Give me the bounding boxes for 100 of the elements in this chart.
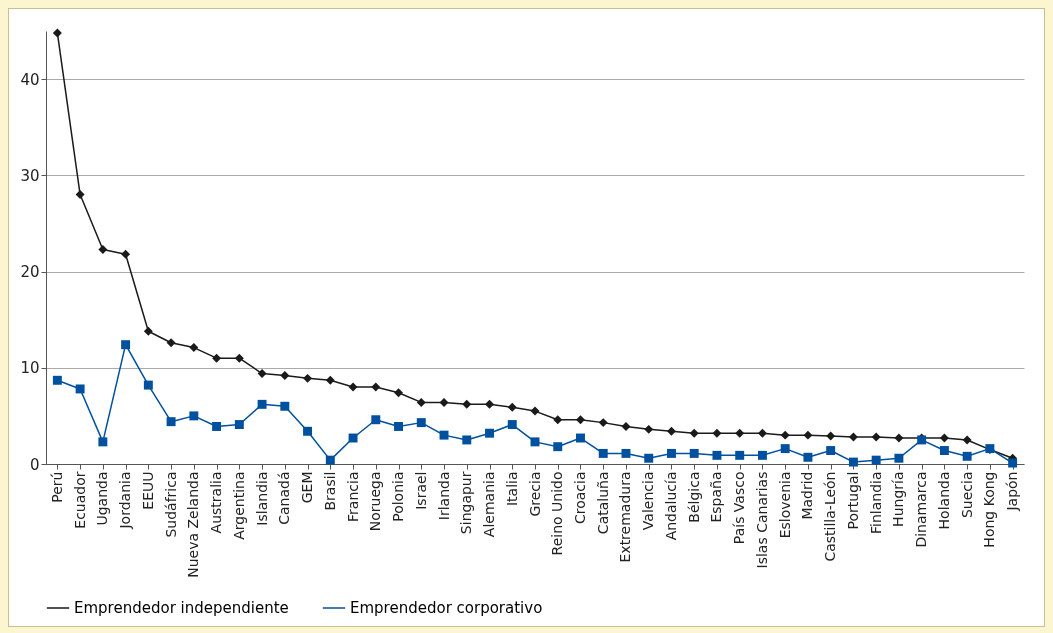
point [371,382,381,392]
point [507,420,517,430]
x-tick-label: Suecia [958,471,975,519]
x-tick-label: Castilla-León [822,471,839,562]
point [143,326,153,336]
point [166,338,176,348]
x-tick-label: Reino Unido [549,471,566,556]
point [462,399,472,409]
point [234,353,244,363]
point [280,371,290,380]
x-tick-label: Uganda [94,471,111,526]
point [871,455,881,465]
point [280,401,290,411]
point [939,433,949,443]
point [576,433,585,443]
point [780,444,790,454]
point [371,415,381,425]
point [939,446,949,455]
x-tick-label: Hungría [890,471,907,527]
point [166,417,176,427]
x-tick-label: Noruega [367,471,384,532]
point [257,399,267,409]
point [803,452,813,462]
point [485,399,494,409]
x-tick-label: Bélgica [685,471,702,523]
point [598,448,608,458]
point [75,190,85,200]
point [735,428,745,438]
point [780,430,790,440]
x-tick-label: Perú [48,471,65,503]
x-tick-label: Islas Canarias [753,471,770,569]
x-tick-label: Japón [1004,471,1021,512]
point [394,388,404,398]
point [507,402,517,412]
x-tick-label: Nueva Zelanda [185,471,202,578]
point [189,411,199,421]
y-tick-label: 40 [20,70,40,89]
point [666,448,676,458]
point [143,380,153,390]
point [576,415,585,425]
point [348,433,358,443]
point [212,422,222,431]
point [485,428,494,438]
point [52,375,62,385]
point [553,442,563,452]
point [712,450,722,460]
y-tick-label: 30 [20,166,40,185]
x-tick-label: Brasil [321,471,338,511]
point [98,437,108,447]
point [121,249,131,259]
x-tick-label: Argentina [230,471,247,540]
x-tick-label: Singapur [458,471,475,535]
x-tick-label: Francia [344,471,361,522]
point [962,451,972,461]
point [826,431,836,441]
point [894,453,904,463]
x-tick-label: Italia [503,471,520,507]
x-tick-label: Sudáfrica [162,471,179,538]
legend-label: Emprendedor corporativo [350,599,543,617]
point [598,418,608,428]
x-tick-label: Australia [208,471,225,534]
x-tick-label: Dinamarca [913,471,930,548]
point [52,28,62,38]
point [303,373,313,383]
y-tick-label: 0 [29,455,40,474]
x-tick-label: País Vasco [731,471,748,545]
x-tick-label: GEM [299,471,316,504]
x-tick-label: Valencia [640,471,657,531]
y-tick-label: 10 [20,359,40,378]
x-tick-label: Islandia [253,471,270,526]
y-tick-label: 20 [20,263,40,282]
x-tick-label: Madrid [799,471,816,520]
point [257,369,267,379]
point [439,397,449,407]
point [348,382,358,392]
x-tick-label: EEUU [139,471,156,510]
x-tick-label: Extremadura [617,471,634,563]
point [439,430,449,440]
point [98,244,108,254]
point [530,437,540,447]
point [666,426,676,436]
point [689,448,699,458]
point [871,432,881,442]
point [735,450,745,460]
point [212,353,222,363]
x-tick-label: Hong Kong [981,471,998,548]
x-tick-label: Cataluña [594,471,611,535]
x-tick-label: Croacia [571,471,588,525]
point [848,457,858,467]
point [416,418,426,428]
point [530,406,540,416]
point [121,340,131,350]
x-tick-label: Portugal [844,471,861,530]
x-tick-label: Eslovenia [776,471,793,539]
point [394,422,404,431]
point [712,428,722,438]
point [553,415,563,425]
point [644,424,654,434]
point [621,448,631,458]
x-tick-label: Holanda [935,471,952,530]
